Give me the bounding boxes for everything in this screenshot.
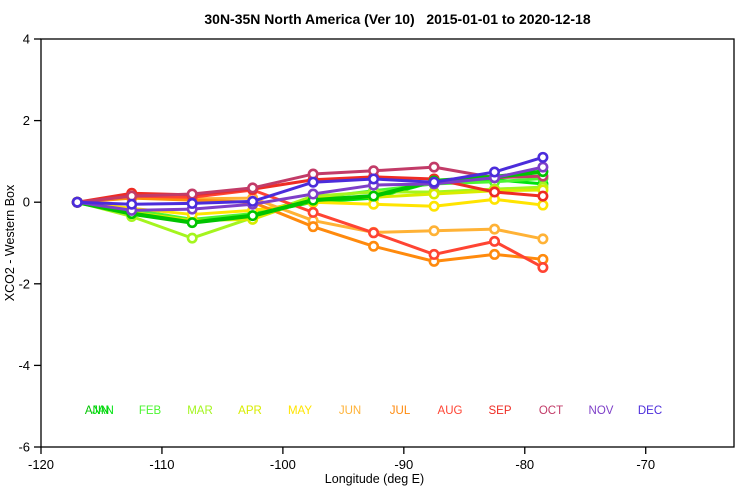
x-tick-label: -80 (515, 457, 534, 472)
series-point-aug (537, 261, 549, 273)
series-point-dec (368, 173, 380, 185)
x-tick-label: -100 (270, 457, 296, 472)
series-point-dec (307, 176, 319, 188)
x-axis-label: Longitude (deg E) (325, 472, 424, 486)
series-point-oct (186, 188, 198, 200)
series-point-sep (537, 190, 549, 202)
series-point-mar (186, 232, 198, 244)
series-point-jul (368, 240, 380, 252)
series-point-jul (307, 221, 319, 233)
series-point-jul (489, 248, 501, 260)
plot-frame (40, 38, 735, 448)
legend-item-mar: MAR (187, 405, 213, 417)
series-point-dec (537, 151, 549, 163)
legend-item-aug: AUG (438, 405, 463, 417)
y-tick-label: -6 (18, 440, 30, 455)
series-point-oct (428, 161, 440, 173)
series-point-nov (307, 188, 319, 200)
series-point-aug (307, 206, 319, 218)
legend-item-may: MAY (288, 405, 312, 417)
series-point-aug (428, 248, 440, 260)
series-point-may (428, 200, 440, 212)
legend-item-dec: DEC (638, 405, 662, 417)
legend-item-jul: JUL (390, 405, 411, 417)
series-point-dec (489, 166, 501, 178)
legend-item-ann: ANN (85, 405, 109, 417)
legend-item-jun: JUN (339, 405, 361, 417)
series-point-dec (428, 176, 440, 188)
legend-item-oct: OCT (539, 405, 563, 417)
legend-item-feb: FEB (139, 405, 162, 417)
series-point-sep (489, 186, 501, 198)
series-point-may (537, 199, 549, 211)
legend-item-sep: SEP (488, 405, 511, 417)
y-tick-label: -4 (18, 358, 30, 373)
series-point-nov (537, 161, 549, 173)
series-point-ann (368, 190, 380, 202)
series-point-ann (186, 217, 198, 229)
series-point-dec (247, 195, 259, 207)
legend-item-nov: NOV (589, 405, 614, 417)
y-tick-label: -2 (18, 276, 30, 291)
series-point-dec (126, 198, 138, 210)
series-point-dec (186, 197, 198, 209)
y-axis-label: XCO2 - Western Box (3, 184, 17, 301)
x-tick-label: -90 (394, 457, 413, 472)
series-point-aug (368, 227, 380, 239)
legend-item-apr: APR (238, 405, 262, 417)
series-point-jun (489, 223, 501, 235)
x-tick-label: -70 (636, 457, 655, 472)
series-point-jun (537, 233, 549, 245)
series-point-jun (428, 225, 440, 237)
x-tick-label: -110 (149, 457, 174, 472)
y-tick-label: 0 (23, 195, 30, 210)
series-point-aug (489, 235, 501, 247)
series-point-ann (247, 210, 259, 222)
series-point-oct (247, 182, 259, 194)
legend-item-jan: JAN (92, 405, 114, 417)
x-tick-label: -120 (28, 457, 54, 472)
chart-title: 30N-35N North America (Ver 10) 2015-01-0… (204, 11, 590, 27)
series-point-dec (71, 196, 83, 208)
y-tick-label: 4 (23, 32, 30, 47)
series-point-apr (428, 188, 440, 200)
y-tick-label: 2 (23, 113, 30, 128)
